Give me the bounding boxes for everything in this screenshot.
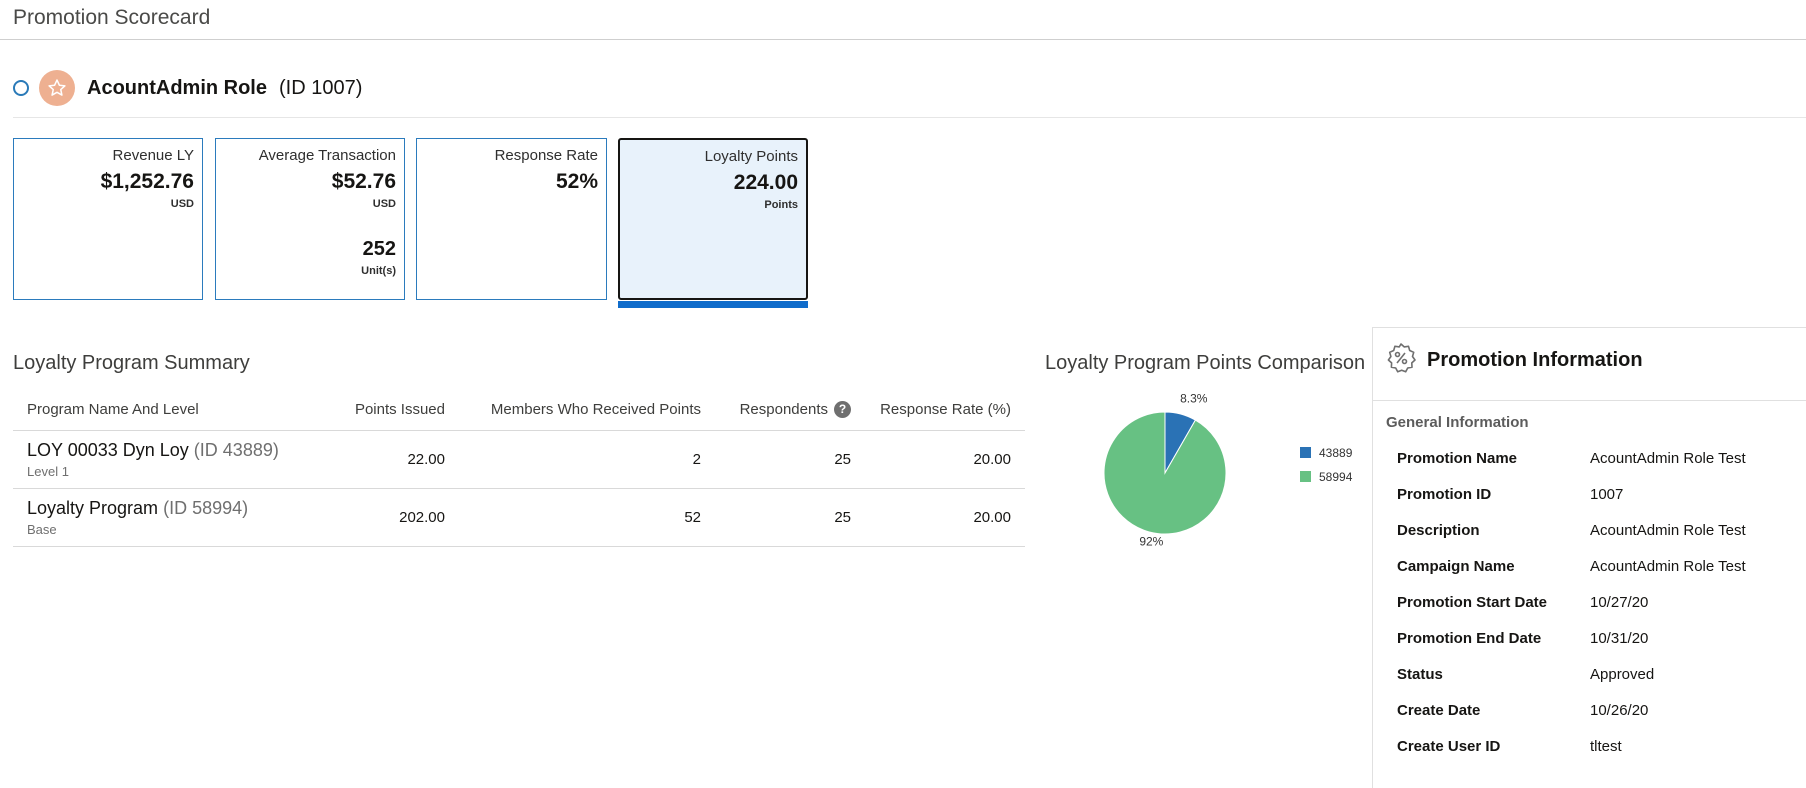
info-subtitle: General Information xyxy=(1386,414,1529,431)
tile-unit: USD xyxy=(170,198,194,210)
tile-units-value: 252 xyxy=(362,238,396,260)
tile-label: Loyalty Points xyxy=(704,148,798,165)
select-radio[interactable] xyxy=(13,80,29,96)
tile-loyalty-points[interactable]: Loyalty Points 224.00 Points xyxy=(618,138,808,300)
members-cell: 2 xyxy=(459,430,715,489)
page-title: Promotion Scorecard xyxy=(13,6,211,29)
info-divider xyxy=(1373,400,1806,401)
promotion-badge-icon xyxy=(1385,342,1417,379)
tile-unit: USD xyxy=(372,198,396,210)
col-members-received[interactable]: Members Who Received Points xyxy=(459,390,715,431)
col-points-issued[interactable]: Points Issued xyxy=(313,390,459,431)
members-cell: 52 xyxy=(459,488,715,547)
help-icon[interactable]: ? xyxy=(834,401,851,419)
info-value: 10/27/20 xyxy=(1590,594,1649,611)
tile-units-label: Unit(s) xyxy=(361,265,396,277)
info-row: Create User ID tltest xyxy=(1397,738,1622,758)
role-divider xyxy=(13,117,1806,118)
info-key: Campaign Name xyxy=(1397,558,1515,575)
respondents-cell: 25 xyxy=(715,488,865,547)
tile-unit: Points xyxy=(764,199,798,211)
info-key: Create User ID xyxy=(1397,738,1501,755)
respondents-cell: 25 xyxy=(715,430,865,489)
info-row: Promotion Name AcountAdmin Role Test xyxy=(1397,450,1746,470)
tile-response-rate[interactable]: Response Rate 52% xyxy=(416,138,607,300)
pie-data-label: 8.3% xyxy=(1180,391,1208,405)
legend-label[interactable]: 43889 xyxy=(1319,446,1353,460)
legend-swatch xyxy=(1300,471,1311,482)
program-cell: LOY 00033 Dyn Loy (ID 43889) Level 1 xyxy=(13,430,313,489)
info-value: Approved xyxy=(1590,666,1655,683)
program-name-line: LOY 00033 Dyn Loy (ID 43889) xyxy=(27,440,299,461)
tile-value: $52.76 xyxy=(331,170,396,193)
tile-average-transaction[interactable]: Average Transaction $52.76 USD 252 Unit(… xyxy=(215,138,405,300)
tile-label: Average Transaction xyxy=(258,147,396,164)
title-divider xyxy=(0,39,1806,40)
tile-value: $1,252.76 xyxy=(100,170,194,193)
info-value: 1007 xyxy=(1590,486,1624,503)
program-id: (ID 43889) xyxy=(193,439,279,460)
info-row: Create Date 10/26/20 xyxy=(1397,702,1648,722)
points-comparison-pie-chart: 8.3% 92% 43889 58994 xyxy=(1103,391,1353,548)
info-value: 10/31/20 xyxy=(1590,630,1649,647)
info-title: Promotion Information xyxy=(1427,349,1643,371)
info-header: Promotion Information xyxy=(1385,342,1643,379)
program-cell: Loyalty Program (ID 58994) Base xyxy=(13,488,313,547)
program-id: (ID 58994) xyxy=(163,497,249,518)
info-value: AcountAdmin Role Test xyxy=(1590,522,1746,539)
info-value: AcountAdmin Role Test xyxy=(1590,558,1746,575)
info-value: 10/26/20 xyxy=(1590,702,1649,719)
col-respondents[interactable]: Respondents? xyxy=(715,390,865,431)
info-row: Description AcountAdmin Role Test xyxy=(1397,522,1746,542)
points-issued-cell: 22.00 xyxy=(313,430,459,489)
loyalty-summary-table: Program Name And Level Points Issued Mem… xyxy=(13,390,1025,547)
info-key: Create Date xyxy=(1397,702,1481,719)
response-rate-cell: 20.00 xyxy=(865,430,1025,489)
tile-revenue-ly[interactable]: Revenue LY $1,252.76 USD xyxy=(13,138,203,300)
program-level: Base xyxy=(27,521,57,537)
info-row: Promotion ID 1007 xyxy=(1397,486,1623,506)
col-respondents-label: Respondents xyxy=(739,401,828,419)
col-program-name[interactable]: Program Name And Level xyxy=(13,390,313,431)
table-row[interactable]: LOY 00033 Dyn Loy (ID 43889) Level 1 22.… xyxy=(13,430,1025,489)
selected-tile-indicator xyxy=(618,301,808,308)
info-key: Promotion End Date xyxy=(1397,630,1542,647)
col-response-rate[interactable]: Response Rate (%) xyxy=(865,390,1025,431)
info-key: Promotion Start Date xyxy=(1397,594,1548,611)
role-header: AcountAdmin Role (ID 1007) xyxy=(13,70,362,106)
points-issued-cell: 202.00 xyxy=(313,488,459,547)
info-key: Promotion ID xyxy=(1397,486,1492,503)
legend-label[interactable]: 58994 xyxy=(1319,470,1353,484)
table-header-row: Program Name And Level Points Issued Mem… xyxy=(13,390,1025,431)
tile-value: 52% xyxy=(555,170,598,193)
promotion-info-panel: Promotion Information General Informatio… xyxy=(1372,327,1806,788)
star-icon xyxy=(39,70,75,106)
info-row: Promotion Start Date 10/27/20 xyxy=(1397,594,1648,614)
info-value: AcountAdmin Role Test xyxy=(1590,450,1746,467)
tile-label: Response Rate xyxy=(494,147,598,164)
info-key: Promotion Name xyxy=(1397,450,1518,467)
program-level: Level 1 xyxy=(27,463,69,479)
response-rate-cell: 20.00 xyxy=(865,488,1025,547)
summary-title: Loyalty Program Summary xyxy=(13,352,250,374)
info-row: Promotion End Date 10/31/20 xyxy=(1397,630,1648,650)
program-name: LOY 00033 Dyn Loy xyxy=(27,439,189,460)
program-name: Loyalty Program xyxy=(27,497,159,518)
pie-slice-58994[interactable] xyxy=(1103,411,1227,535)
info-row: Campaign Name AcountAdmin Role Test xyxy=(1397,558,1746,578)
role-name: AcountAdmin Role xyxy=(87,76,267,99)
role-id: (ID 1007) xyxy=(279,76,363,99)
chart-title: Loyalty Program Points Comparison xyxy=(1045,352,1366,374)
info-key: Status xyxy=(1397,666,1443,683)
program-name-line: Loyalty Program (ID 58994) xyxy=(27,498,299,519)
info-value: tltest xyxy=(1590,738,1622,755)
info-row: Status Approved xyxy=(1397,666,1654,686)
tile-value: 224.00 xyxy=(733,171,798,194)
table-row[interactable]: Loyalty Program (ID 58994) Base 202.00 5… xyxy=(13,488,1025,547)
pie-data-label: 92% xyxy=(1139,534,1163,548)
legend-swatch xyxy=(1300,447,1311,458)
info-key: Description xyxy=(1397,522,1480,539)
tile-label: Revenue LY xyxy=(112,147,194,164)
